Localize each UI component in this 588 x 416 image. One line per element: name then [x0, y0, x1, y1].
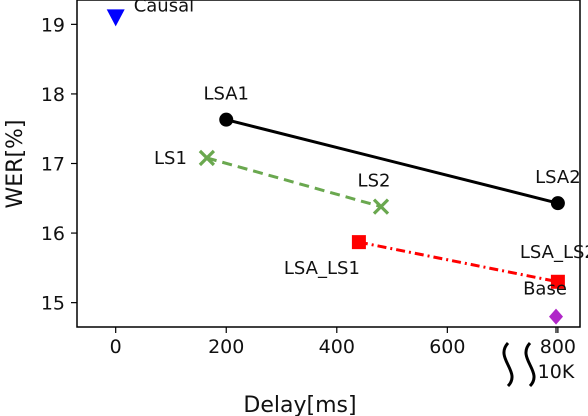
- data-point-lsa1: [219, 112, 234, 127]
- series-line-2: [206, 156, 382, 209]
- x-tick-label: 200: [208, 336, 244, 358]
- y-tick-label: 15: [41, 293, 65, 315]
- data-point-lsa-ls2: [550, 274, 565, 289]
- data-point-lsa-ls1: [351, 235, 366, 250]
- x-axis-title: Delay[ms]: [243, 393, 356, 416]
- markers: [106, 9, 565, 325]
- point-label: LSA_LS2: [520, 242, 588, 263]
- point-label: LS1: [154, 148, 187, 169]
- y-tick-label: 18: [41, 84, 65, 106]
- x-tick-label: 600: [429, 336, 465, 358]
- data-point-base: [549, 308, 563, 325]
- x-tick-label-10k: 10K: [538, 361, 575, 383]
- axis-break: [502, 341, 536, 388]
- axis-ticks: 0 200 400 600 800 15 16 17 18 19: [41, 14, 576, 358]
- axis-break-mark-1: [502, 341, 514, 388]
- point-label: LSA1: [203, 84, 249, 105]
- series-layer: [206, 118, 559, 284]
- point-label: LS2: [358, 171, 391, 192]
- point-label: Causal: [134, 0, 194, 16]
- y-tick-label: 16: [41, 223, 65, 245]
- series-line-1: [225, 118, 559, 205]
- data-point-ls1: [198, 149, 216, 167]
- data-point-causal: [106, 9, 125, 27]
- x-tick-label: 0: [110, 336, 122, 358]
- point-label: Base: [523, 279, 567, 300]
- data-point-lsa2: [550, 196, 565, 211]
- axis-break-mark-2: [524, 341, 536, 388]
- point-label: LSA2: [535, 167, 581, 188]
- data-point-ls2: [372, 198, 390, 215]
- y-axis-title: WER[%]: [3, 119, 28, 208]
- point-labels: LSA1 LSA2 LS1 LS2 LSA_LS1 LSA_LS2 Causal Base: [134, 0, 588, 300]
- point-label: LSA_LS1: [284, 258, 360, 279]
- x-tick-label: 400: [319, 336, 355, 358]
- x-tick-label: 800: [540, 336, 576, 358]
- y-tick-label: 19: [41, 14, 65, 36]
- y-tick-label: 17: [41, 154, 65, 176]
- series-line-3: [358, 240, 559, 284]
